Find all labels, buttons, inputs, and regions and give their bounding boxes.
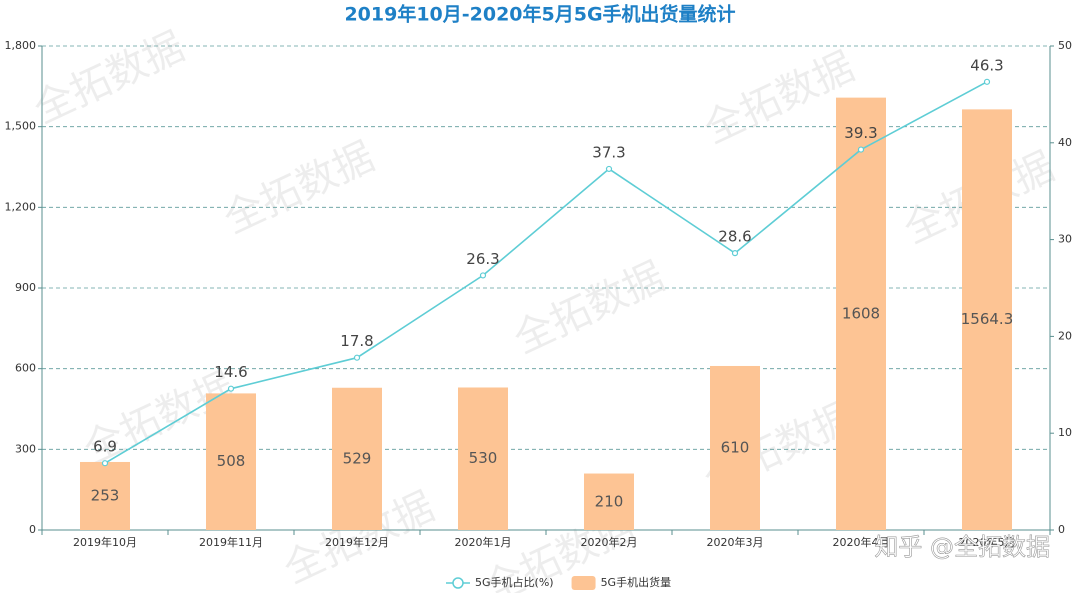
y-tick-label: 1,800: [5, 39, 37, 52]
credit: 知乎 @全拓数据: [874, 533, 1050, 561]
y2-tick-label: 40: [1058, 136, 1072, 149]
line-point: [227, 385, 235, 392]
y-tick-label: 600: [15, 362, 36, 375]
bar-value-label: 530: [469, 449, 498, 467]
watermark: 全拓数据: [27, 24, 191, 133]
bar: [80, 461, 130, 530]
legend-marker: [452, 577, 464, 589]
line-point: [605, 165, 613, 173]
line-value-label: 14.6: [214, 363, 247, 381]
bar-value-label: 529: [343, 449, 372, 467]
line-value-label: 39.3: [844, 124, 877, 142]
line-point: [479, 272, 487, 279]
y-tick-label: 1,500: [5, 120, 37, 133]
line: [104, 81, 988, 464]
bar-value-label: 253: [91, 486, 120, 504]
y2-tick-label: 30: [1058, 233, 1072, 246]
x-tick-label: 2020年4月: [833, 535, 890, 549]
line-value-label: 28.6: [718, 228, 751, 246]
y-tick-label: 900: [15, 281, 36, 294]
bar: [710, 365, 760, 530]
bar: [332, 387, 382, 530]
watermark: 全拓数据: [507, 254, 671, 363]
bar-value-label: 508: [217, 452, 246, 470]
y-tick-label: 1,200: [5, 200, 37, 213]
line-value-label: 37.3: [592, 143, 625, 161]
line-point: [101, 460, 109, 467]
y-tick-label: 0: [29, 523, 36, 536]
chart-title: 2019年10月-2020年5月5G手机出货量统计: [344, 3, 735, 26]
y2-tick-label: 50: [1058, 39, 1072, 52]
y2-tick-label: 20: [1058, 329, 1072, 342]
bar: [836, 97, 886, 531]
bar-value-label: 1564.3: [961, 310, 1014, 328]
bar-value-label: 1608: [842, 304, 880, 322]
bar: [962, 109, 1012, 531]
bar: [458, 387, 508, 530]
x-tick-label: 2020年3月: [707, 535, 764, 549]
line-point: [857, 146, 865, 153]
line-value-label: 46.3: [970, 56, 1003, 74]
x-tick-label: 2020年5月: [959, 535, 1016, 549]
line-point: [353, 354, 361, 361]
x-tick-label: 2019年10月: [73, 535, 137, 549]
bar: [206, 393, 256, 530]
line-value-label: 6.9: [93, 438, 117, 456]
line-point: [983, 78, 991, 85]
line-point: [731, 250, 739, 257]
line-value-label: 26.3: [466, 250, 499, 268]
y2-tick-label: 0: [1058, 523, 1065, 536]
x-tick-label: 2020年1月: [455, 535, 512, 549]
legend-label: 5G手机占比(%): [475, 575, 554, 589]
line-value-label: 17.8: [340, 332, 373, 350]
legend-label: 5G手机出货量: [601, 575, 672, 589]
x-tick-label: 2019年12月: [325, 535, 389, 549]
watermark: 全拓数据: [217, 134, 381, 243]
x-tick-label: 2019年11月: [199, 535, 263, 549]
legend-marker: [571, 576, 596, 590]
x-tick-label: 2020年2月: [581, 535, 638, 549]
bar-value-label: 610: [721, 438, 750, 456]
bar-value-label: 210: [595, 492, 624, 510]
y2-tick-label: 10: [1058, 426, 1072, 439]
bar: [584, 473, 634, 530]
y-tick-label: 300: [15, 442, 36, 455]
